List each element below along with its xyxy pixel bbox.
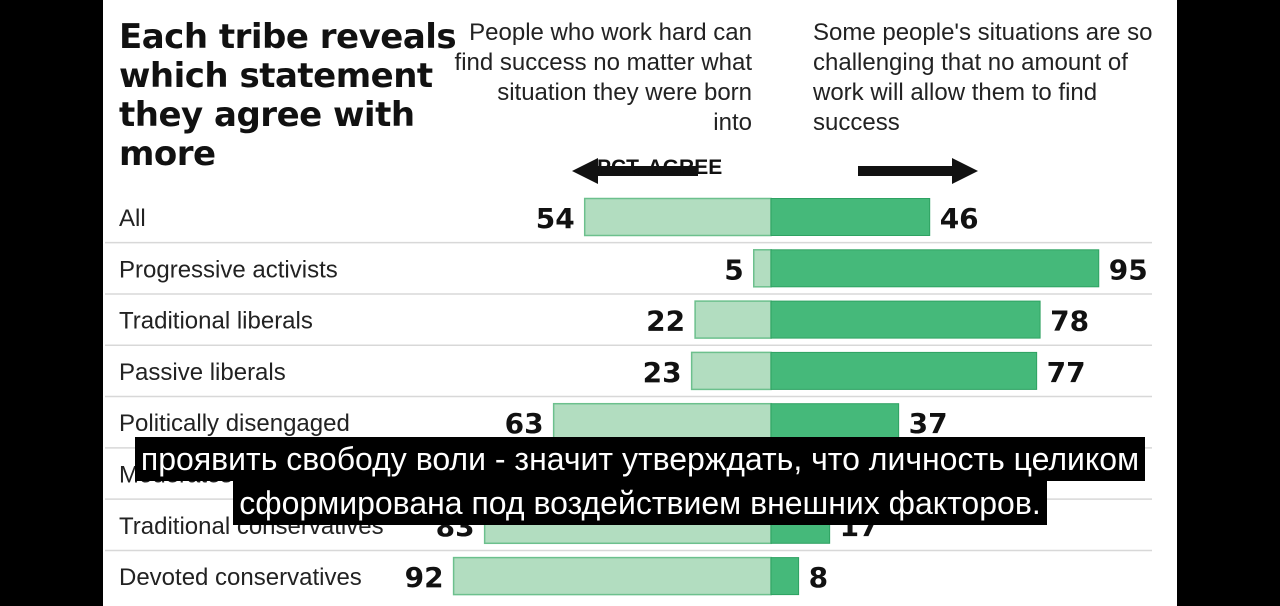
category-label: All <box>119 205 146 232</box>
bar-right <box>770 300 1041 339</box>
value-label-left: 22 <box>646 305 685 338</box>
category-label: Traditional liberals <box>119 308 313 335</box>
category-label: Politically disengaged <box>119 410 350 437</box>
left-statement-header: People who work hard can find success no… <box>454 19 752 136</box>
value-label-right: 46 <box>940 202 979 235</box>
value-label-right: 8 <box>809 561 828 594</box>
value-label-left: 92 <box>405 561 444 594</box>
chart-title: Each tribe reveals which statement they … <box>119 17 457 174</box>
bar-left <box>452 556 772 596</box>
bar-right <box>770 351 1038 390</box>
left-arrow-icon <box>572 158 698 184</box>
category-label: Devoted conservatives <box>119 564 362 591</box>
bar-left <box>552 402 772 442</box>
value-label-right: 37 <box>909 407 948 440</box>
value-label-left: 5 <box>724 253 743 286</box>
value-label-left: 63 <box>505 407 544 440</box>
bar-left <box>753 249 772 288</box>
value-label-right: 95 <box>1109 253 1148 286</box>
category-label: Passive liberals <box>119 359 286 386</box>
subtitle-line-2: сформирована под воздействием внешних фа… <box>233 481 1047 525</box>
right-statement-header: Some people's situations are so challeng… <box>813 19 1153 136</box>
bar-left <box>583 197 772 237</box>
axis-label: PCT. AGREE <box>597 156 723 179</box>
bar-right <box>770 557 800 596</box>
bar-right <box>770 403 900 442</box>
category-label: Progressive activists <box>119 256 338 283</box>
bar-right <box>770 198 931 236</box>
value-label-left: 23 <box>643 356 682 389</box>
value-label-left: 54 <box>536 202 575 235</box>
value-label-right: 78 <box>1050 305 1089 338</box>
bar-left <box>694 300 772 339</box>
bar-right <box>770 249 1100 288</box>
subtitle-line-1: проявить свободу воли - значит утверждат… <box>134 437 1146 481</box>
right-arrow-icon <box>858 158 978 184</box>
value-label-right: 77 <box>1047 356 1086 389</box>
bar-left <box>690 351 772 391</box>
video-subtitle: проявить свободу воли - значит утверждат… <box>0 437 1280 525</box>
